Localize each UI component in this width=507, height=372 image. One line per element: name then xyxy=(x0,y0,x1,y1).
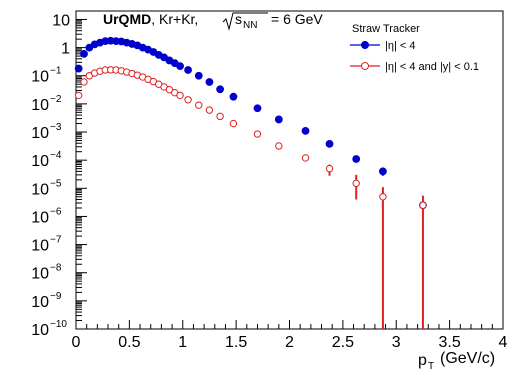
y-tick-exponent: −7 xyxy=(50,235,62,246)
energy-label: s NN = 6 GeV xyxy=(222,11,323,31)
data-point xyxy=(325,164,334,173)
y-tick-label: 10 xyxy=(31,294,49,311)
y-tick-label: 10 xyxy=(31,125,49,142)
data-point xyxy=(274,115,283,124)
series-2 xyxy=(74,66,427,329)
energy-symbol: s xyxy=(235,11,242,27)
sqrt-symbol xyxy=(222,12,268,31)
x-tick-label: 3.5 xyxy=(439,334,461,351)
y-tick-exponent: −10 xyxy=(50,319,67,330)
energy-value: = 6 GeV xyxy=(271,11,323,27)
y-tick-label: 10 xyxy=(52,12,70,29)
x-tick-label: 1.5 xyxy=(225,334,247,351)
series-group xyxy=(74,36,427,329)
energy-subscript: NN xyxy=(243,20,257,31)
data-point xyxy=(379,167,387,176)
x-tick-label: 0.5 xyxy=(118,334,140,351)
data-point xyxy=(419,201,427,209)
y-tick-label: 10 xyxy=(31,69,49,86)
x-axis-title-main: p xyxy=(418,352,427,369)
y-tick-label: 10 xyxy=(31,181,49,198)
data-point xyxy=(352,179,360,188)
data-point xyxy=(229,92,238,101)
data-point xyxy=(176,91,184,100)
data-point xyxy=(184,66,192,74)
data-point xyxy=(205,78,214,86)
y-tick-label: 10 xyxy=(31,209,49,226)
data-point xyxy=(301,126,310,135)
y-tick-exponent: −6 xyxy=(50,206,62,217)
legend-label-2: |η| < 4 and |y| < 0.1 xyxy=(385,61,479,73)
data-point xyxy=(195,101,203,109)
series-1 xyxy=(74,36,427,210)
data-point xyxy=(301,154,310,162)
y-tick-label: 1 xyxy=(61,41,70,58)
data-point xyxy=(176,62,184,71)
x-tick-label: 2 xyxy=(285,334,294,351)
x-axis-title: p T (GeV/c) xyxy=(418,350,495,372)
legend-title: Straw Tracker xyxy=(352,23,420,35)
x-tick-label: 2.5 xyxy=(332,334,354,351)
y-tick-exponent: −1 xyxy=(50,66,62,77)
x-tick-label: 1 xyxy=(178,334,187,351)
data-point xyxy=(80,49,88,58)
data-point xyxy=(325,139,334,148)
legend: Straw Tracker |η| < 4 |η| < 4 and |y| < … xyxy=(350,23,479,73)
y-tick-exponent: −2 xyxy=(50,94,62,105)
x-tick-label: 0 xyxy=(72,334,81,351)
data-point xyxy=(184,96,192,104)
y-tick-label: 10 xyxy=(31,97,49,114)
y-tick-label: 10 xyxy=(31,238,49,255)
y-tick-exponent: −9 xyxy=(50,291,62,302)
legend-marker-2 xyxy=(361,62,369,70)
axes: 0 0.5 1 1.5 2 2.5 3 3.5 410110−110−210−310−410−5… xyxy=(31,12,507,351)
x-axis-title-sub: T xyxy=(428,361,434,372)
chart-title: UrQMD, Kr+Kr, xyxy=(103,11,198,27)
x-axis-title-unit: (GeV/c) xyxy=(440,350,495,367)
data-point xyxy=(253,130,262,138)
y-tick-exponent: −3 xyxy=(50,122,62,133)
data-point xyxy=(379,193,387,201)
data-point xyxy=(74,64,83,73)
y-tick-label: 10 xyxy=(31,266,49,283)
legend-entry-2: |η| < 4 and |y| < 0.1 xyxy=(350,61,479,73)
data-point xyxy=(205,106,214,114)
legend-marker-1 xyxy=(361,41,369,49)
data-point xyxy=(229,119,238,128)
data-point xyxy=(80,78,88,86)
x-tick-label: 4 xyxy=(499,334,507,351)
y-tick-exponent: −5 xyxy=(50,178,62,189)
data-point xyxy=(216,112,224,121)
data-point xyxy=(352,155,361,163)
data-point xyxy=(74,91,83,100)
y-tick-label: 10 xyxy=(31,153,49,170)
legend-label-1: |η| < 4 xyxy=(385,40,416,52)
legend-entry-1: |η| < 4 xyxy=(350,40,416,52)
x-tick-label: 3 xyxy=(392,334,401,351)
y-tick-label: 10 xyxy=(31,322,49,339)
data-point xyxy=(275,142,283,150)
data-point xyxy=(216,85,225,94)
data-point xyxy=(194,71,203,80)
y-tick-exponent: −4 xyxy=(50,150,62,161)
y-tick-exponent: −8 xyxy=(50,263,62,274)
data-point xyxy=(253,104,262,113)
